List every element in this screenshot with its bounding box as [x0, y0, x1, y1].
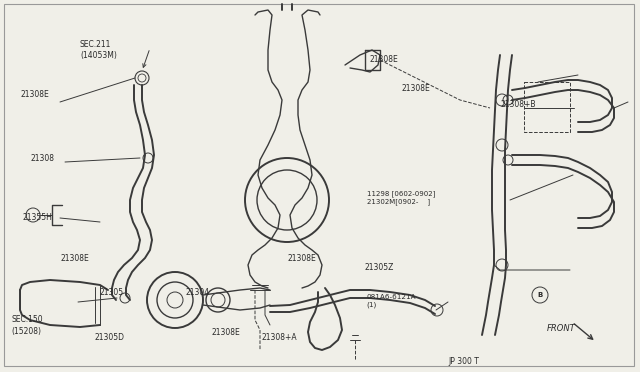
Text: 21308E: 21308E: [61, 254, 90, 263]
Text: 081A6-6121A
(1): 081A6-6121A (1): [366, 294, 416, 308]
Text: 21305D: 21305D: [95, 333, 125, 342]
Text: 21308E: 21308E: [20, 90, 49, 99]
Text: 21305Z: 21305Z: [365, 263, 394, 272]
Text: 21308E: 21308E: [370, 55, 399, 64]
Text: 21308E: 21308E: [288, 254, 317, 263]
Text: 21305: 21305: [99, 288, 124, 296]
Text: 21304: 21304: [186, 288, 210, 296]
Text: 11298 [0602-0902]
21302M[0902-    ]: 11298 [0602-0902] 21302M[0902- ]: [367, 190, 436, 205]
Text: B: B: [538, 292, 543, 298]
Text: 21308E: 21308E: [402, 84, 431, 93]
Text: SEC.211
(14053M): SEC.211 (14053M): [80, 40, 117, 60]
Text: JP 300 T: JP 300 T: [448, 357, 479, 366]
Text: 21355H: 21355H: [22, 213, 52, 222]
Text: 21308: 21308: [31, 154, 55, 163]
Text: 21308+A: 21308+A: [261, 333, 297, 342]
Text: FRONT: FRONT: [547, 324, 576, 333]
Text: 21308E: 21308E: [211, 328, 240, 337]
Text: 21308+B: 21308+B: [500, 100, 536, 109]
Text: SEC.150
(15208): SEC.150 (15208): [12, 315, 43, 336]
